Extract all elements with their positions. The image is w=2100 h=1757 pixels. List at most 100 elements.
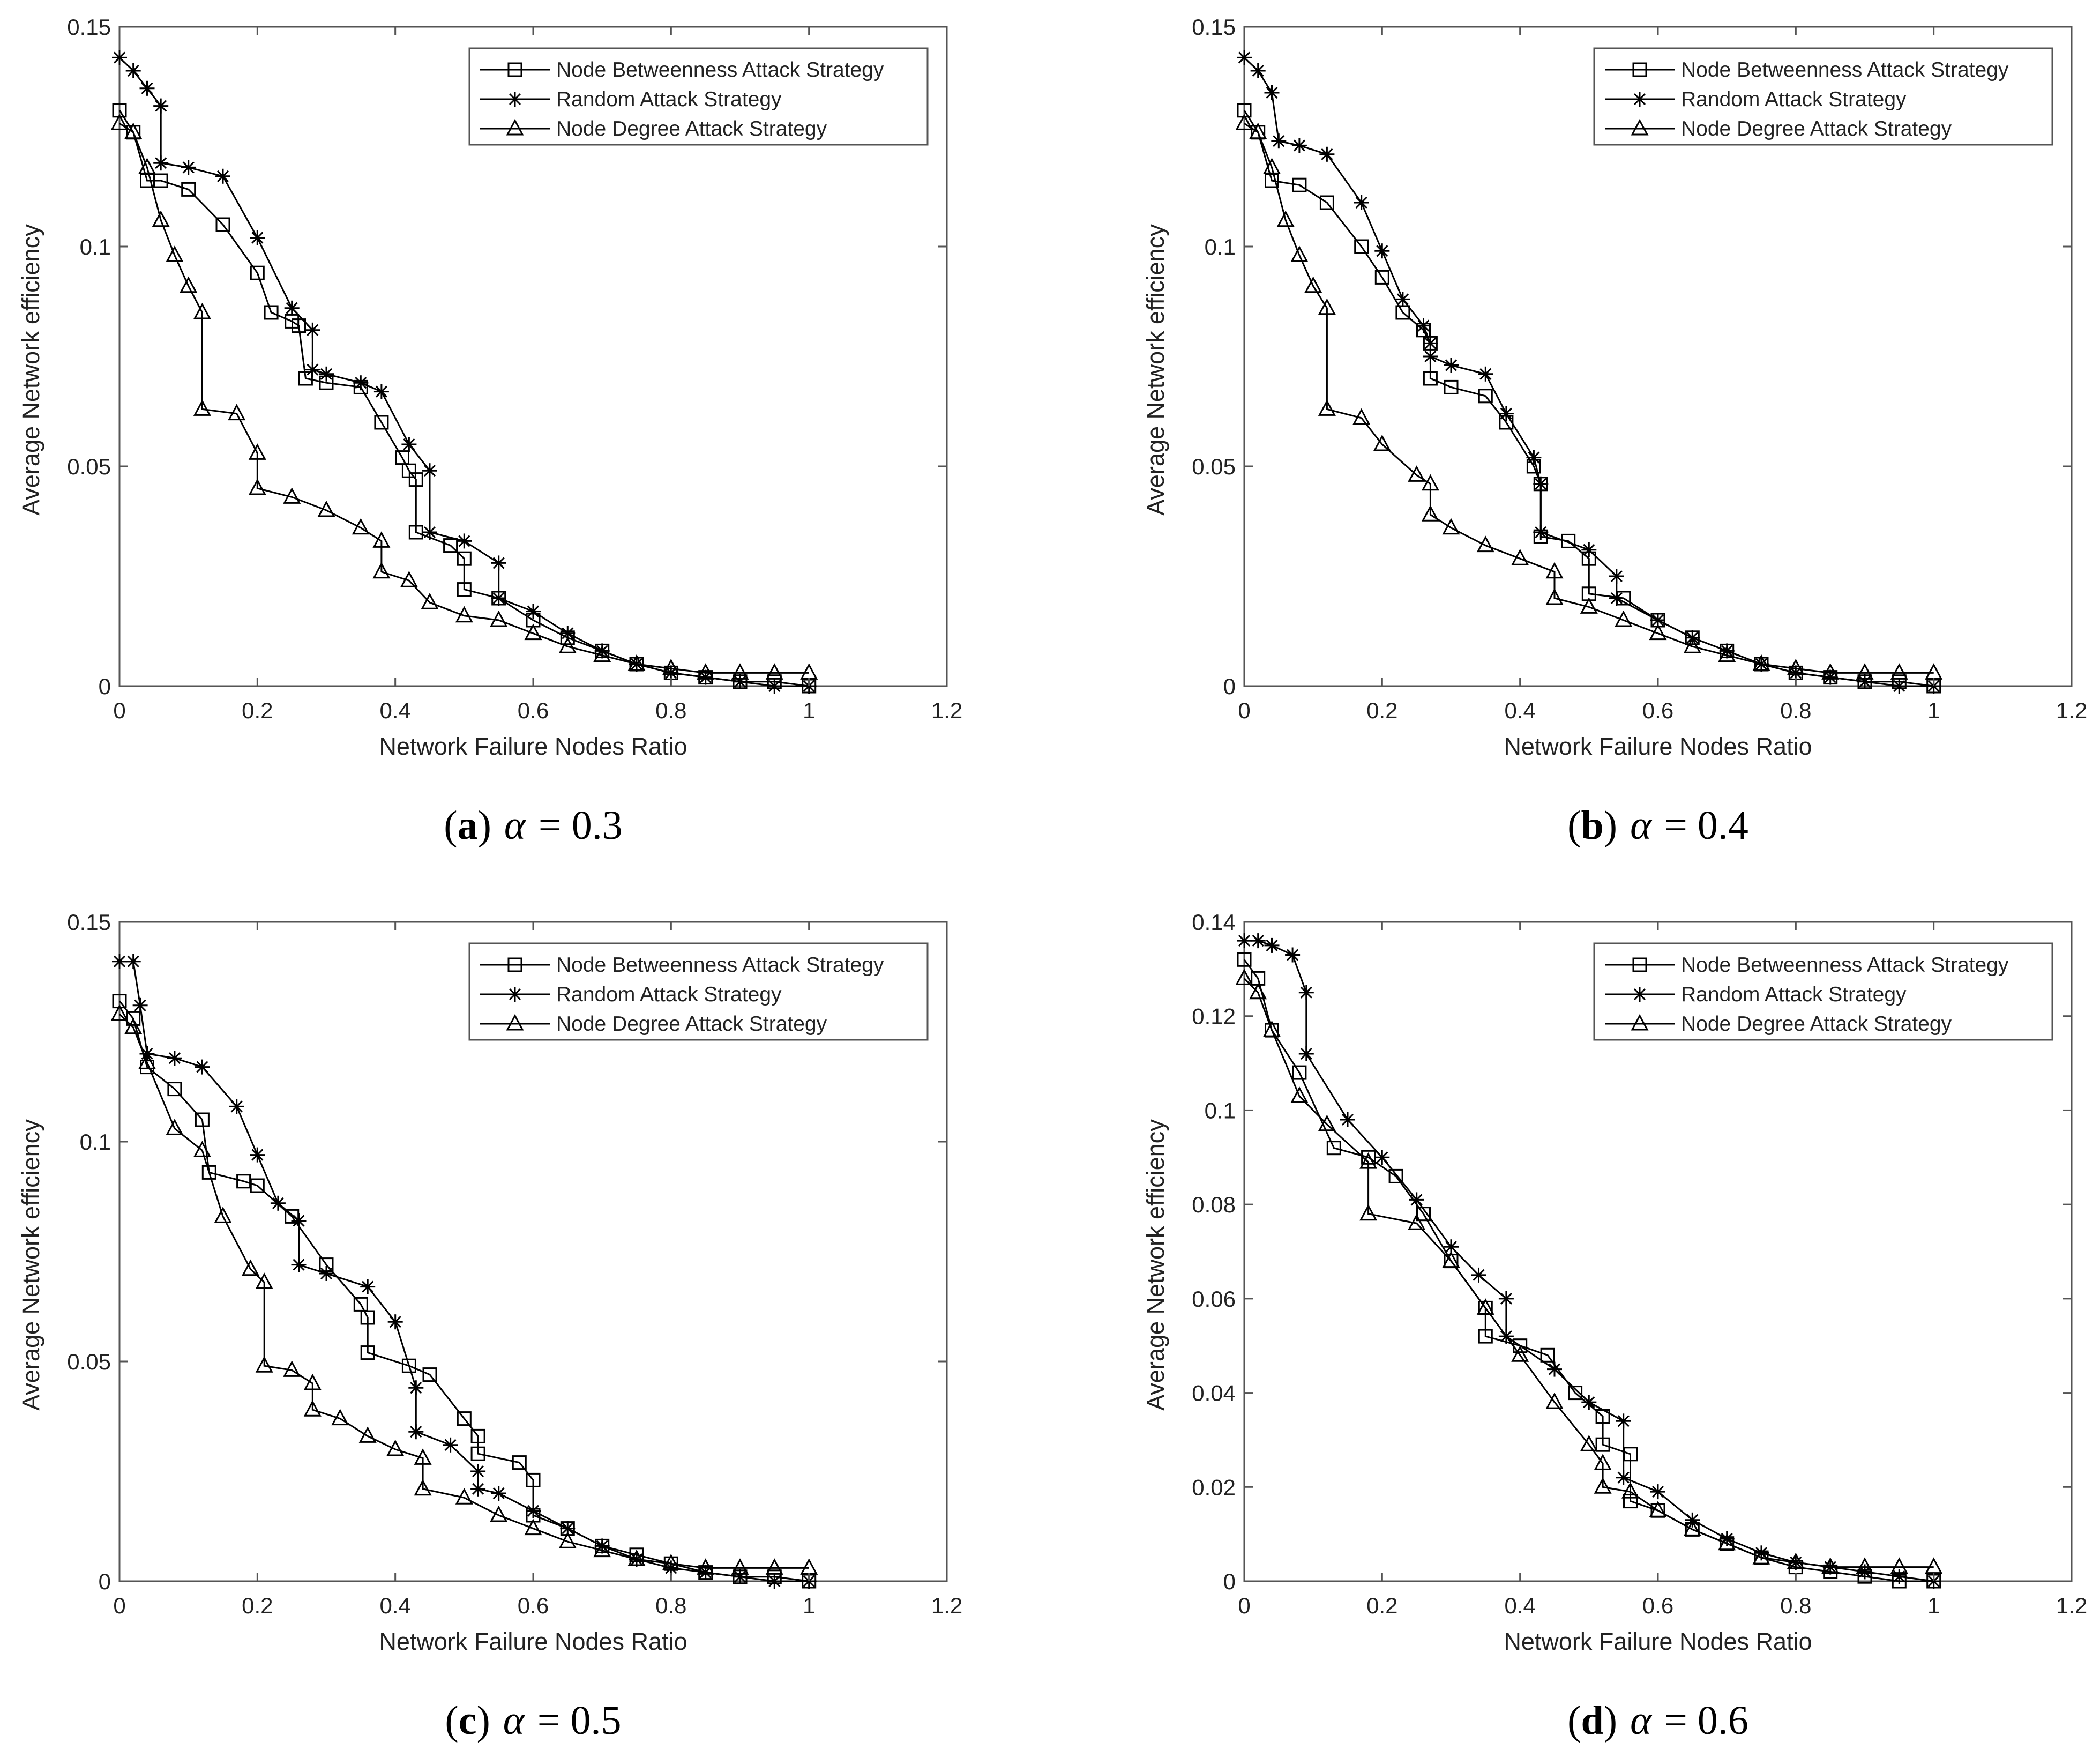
- series-line-betweenness: [1243, 959, 1934, 1582]
- y-tick-label: 0.1: [1205, 234, 1236, 259]
- y-tick-label: 0.05: [67, 1349, 111, 1374]
- legend-entry-degree: Node Degree Attack Strategy: [1605, 1012, 1952, 1036]
- data-point-random: [111, 49, 128, 66]
- data-point-random: [1890, 678, 1908, 695]
- data-point-random: [1443, 356, 1460, 374]
- data-point-random: [125, 62, 142, 79]
- data-point-random: [318, 366, 335, 383]
- series-line-degree: [119, 123, 809, 674]
- panel-d: Average Network efficiency 0 0.2 0.4 0.6 0.8…: [1142, 910, 2087, 1743]
- data-point-random: [387, 1313, 404, 1330]
- data-point-random: [249, 1146, 266, 1164]
- y-ticks: 0 0.05 0.1 0.15: [1192, 14, 2072, 699]
- data-point-random: [1649, 1483, 1666, 1500]
- panel-caption: (d) α = 0.6: [1567, 1698, 1748, 1743]
- data-point-random: [1422, 348, 1439, 365]
- data-point-random: [1546, 1361, 1563, 1378]
- legend-entry-random: Random Attack Strategy: [1605, 983, 1907, 1006]
- data-point-random: [166, 1049, 183, 1067]
- data-point-random: [1890, 1568, 1908, 1585]
- data-point-random: [290, 1212, 307, 1230]
- legend-label-random: Random Attack Strategy: [1681, 88, 1907, 111]
- data-point-random: [1264, 84, 1280, 101]
- data-point-random: [1353, 194, 1370, 211]
- data-point-random: [1291, 137, 1308, 154]
- legend-label-degree: Node Degree Attack Strategy: [1681, 1012, 1952, 1036]
- data-point-random: [731, 1568, 749, 1585]
- legend-label-random: Random Attack Strategy: [1681, 983, 1907, 1006]
- y-axis-label: Average Network efficiency: [1142, 1119, 1169, 1411]
- y-ticks: 0 0.05 0.1 0.15: [67, 910, 947, 1594]
- data-point-random: [270, 1195, 287, 1212]
- data-point-random: [1856, 673, 1873, 690]
- data-point-random: [1615, 1412, 1632, 1430]
- panel-c: Average Network efficiency 0 0.2 0.4 0.6 0.8…: [17, 910, 962, 1743]
- y-tick-label: 0.1: [1205, 1098, 1236, 1123]
- data-point-random: [1415, 317, 1432, 334]
- y-tick-label: 0: [1223, 1569, 1236, 1594]
- y-tick-label: 0.04: [1192, 1381, 1236, 1406]
- x-tick-label: 1.2: [2056, 698, 2087, 723]
- y-tick-label: 0.15: [67, 14, 111, 40]
- y-tick-label: 0.12: [1192, 1004, 1236, 1029]
- legend-label-degree: Node Degree Attack Strategy: [556, 1012, 827, 1036]
- legend-label-betweenness: Node Betweenness Attack Strategy: [1681, 58, 2009, 81]
- data-point-random: [1373, 242, 1391, 259]
- legend-entry-random: Random Attack Strategy: [480, 983, 782, 1006]
- data-point-random: [1477, 366, 1494, 383]
- x-tick-label: 0.8: [655, 698, 686, 723]
- x-tick-label: 0: [113, 698, 125, 723]
- x-ticks: 0 0.2 0.4 0.6 0.8 1 1.2: [1238, 27, 2087, 723]
- x-ticks: 0 0.2 0.4 0.6 0.8 1 1.2: [1238, 922, 2087, 1618]
- data-point-random: [132, 997, 149, 1014]
- legend-label-random: Random Attack Strategy: [556, 88, 782, 111]
- data-point-random: [469, 1480, 487, 1498]
- y-axis-label: Average Network efficiency: [17, 1119, 44, 1411]
- data-point-random: [125, 953, 142, 970]
- y-axis-label: Average Network efficiency: [1142, 224, 1169, 516]
- legend-label-degree: Node Degree Attack Strategy: [556, 117, 827, 140]
- data-point-random: [469, 1463, 487, 1480]
- data-point-random: [490, 1485, 507, 1502]
- data-point-random: [352, 374, 369, 391]
- y-ticks: 0 0.05 0.1 0.15: [67, 14, 947, 699]
- data-point-random: [1608, 590, 1625, 607]
- data-point-random: [1264, 937, 1280, 954]
- x-tick-label: 0.6: [1642, 1593, 1673, 1618]
- panel-caption: (c) α = 0.5: [445, 1698, 621, 1743]
- data-point-random: [1608, 568, 1625, 585]
- y-tick-label: 0: [99, 1569, 111, 1594]
- data-point-random: [1284, 947, 1301, 963]
- x-tick-label: 0.8: [655, 1593, 686, 1618]
- x-tick-label: 0.2: [1366, 698, 1397, 723]
- data-point-random: [1339, 1111, 1356, 1128]
- legend-entry-betweenness: Node Betweenness Attack Strategy: [480, 58, 884, 81]
- data-point-random: [1470, 1267, 1487, 1284]
- legend-entry-random: Random Attack Strategy: [480, 88, 782, 111]
- y-tick-label: 0.15: [67, 910, 111, 935]
- x-tick-label: 1: [1927, 698, 1940, 723]
- data-point-random: [1318, 146, 1335, 163]
- x-axis-label: Network Failure Nodes Ratio: [1504, 1628, 1812, 1655]
- y-tick-label: 0.06: [1192, 1286, 1236, 1312]
- legend: Node Betweenness Attack Strategy Random …: [468, 47, 929, 146]
- panel-caption: (b) α = 0.4: [1567, 803, 1748, 848]
- legend: Node Betweenness Attack Strategy Random …: [1593, 942, 2053, 1041]
- legend-label-betweenness: Node Betweenness Attack Strategy: [556, 58, 884, 81]
- x-axis-label: Network Failure Nodes Ratio: [379, 733, 687, 760]
- legend-entry-degree: Node Degree Attack Strategy: [480, 1012, 827, 1036]
- x-ticks: 0 0.2 0.4 0.6 0.8 1 1.2: [113, 27, 962, 723]
- data-point-random: [1298, 984, 1315, 1001]
- legend-entry-betweenness: Node Betweenness Attack Strategy: [1605, 58, 2009, 81]
- data-point-random: [1580, 541, 1597, 559]
- x-tick-label: 0: [1238, 698, 1250, 723]
- x-tick-label: 1: [803, 698, 815, 723]
- data-point-random: [139, 80, 155, 97]
- data-point-random: [1236, 932, 1253, 949]
- data-point-random: [111, 953, 128, 970]
- legend: Node Betweenness Attack Strategy Random …: [468, 942, 929, 1041]
- x-tick-label: 0.4: [379, 1593, 410, 1618]
- x-tick-label: 0.8: [1780, 1593, 1811, 1618]
- legend-entry-betweenness: Node Betweenness Attack Strategy: [480, 954, 884, 977]
- data-point-random: [283, 300, 301, 317]
